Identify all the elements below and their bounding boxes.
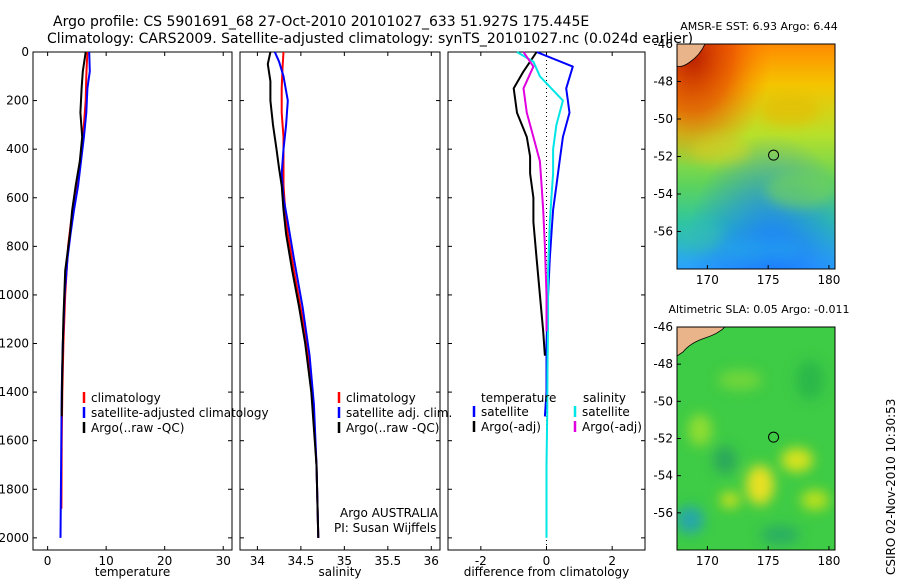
y-tick-label: -46 bbox=[653, 37, 673, 51]
series-line-sal-satellite bbox=[516, 51, 564, 538]
legend-title-salinity: salinity bbox=[583, 391, 626, 405]
note-pi: PI: Susan Wijffels bbox=[334, 521, 436, 535]
y-tick-label: 0 bbox=[21, 45, 29, 59]
x-tick-label: 30 bbox=[216, 554, 231, 568]
note-argo-australia: Argo AUSTRALIA bbox=[340, 506, 439, 520]
series-line-temp-argo-adj- bbox=[512, 51, 546, 356]
axes-frame bbox=[32, 51, 233, 551]
x-tick-label: 175 bbox=[757, 554, 780, 568]
panel-salinity: 34 34.5 35 35.5 36 salinity bbox=[239, 51, 441, 579]
series-line-temp-satellite bbox=[536, 51, 574, 417]
x-tick-label: 0 bbox=[44, 554, 52, 568]
x-tick-label: 36 bbox=[424, 554, 439, 568]
legend-entry: climatology bbox=[91, 391, 161, 405]
series-line-argo-raw-qc- bbox=[60, 51, 87, 417]
y-tick-label: -50 bbox=[653, 394, 673, 408]
series-line-sal-argo-adj- bbox=[522, 51, 548, 332]
y-tick-label: -52 bbox=[653, 432, 673, 446]
legend-entry: satellite bbox=[481, 405, 529, 419]
x-axis-label: salinity bbox=[318, 565, 361, 579]
sst-land bbox=[677, 44, 706, 67]
y-tick-label: -48 bbox=[653, 357, 673, 371]
y-tick-label: 1200 bbox=[0, 337, 29, 351]
x-tick-label: 10 bbox=[99, 554, 114, 568]
sla-land bbox=[677, 327, 726, 357]
y-tick-label: -54 bbox=[653, 469, 673, 483]
x-axis-label: temperature bbox=[95, 565, 170, 579]
legend-entry: satellite bbox=[582, 405, 630, 419]
axes-frame bbox=[239, 51, 441, 551]
page-title-line2: Climatology: CARS2009. Satellite-adjuste… bbox=[47, 31, 694, 47]
panel-temperature: 0 10 20 30 0 200 400 600 800 1000 1200 1400 1600 1800… bbox=[0, 45, 233, 579]
y-tick-label: -48 bbox=[653, 75, 673, 89]
x-axis-label: difference from climatology bbox=[464, 565, 630, 579]
y-tick-label: -56 bbox=[653, 506, 673, 520]
map-title: AMSR-E SST: 6.93 Argo: 6.44 bbox=[680, 20, 838, 33]
legend-entry: Argo(..raw -QC) bbox=[91, 421, 184, 435]
legend-title-temperature: temperature bbox=[481, 391, 556, 405]
y-tick-label: -46 bbox=[653, 320, 673, 334]
legend-entry: satellite-adjusted climatology bbox=[91, 406, 269, 420]
y-tick-label: 1600 bbox=[0, 434, 29, 448]
legend-entry: climatology bbox=[346, 391, 416, 405]
map-title: Altimetric SLA: 0.05 Argo: -0.011 bbox=[669, 303, 850, 316]
y-tick-label: 1800 bbox=[0, 482, 29, 496]
x-tick-label: 170 bbox=[696, 273, 719, 287]
page-title-line1: Argo profile: CS 5901691_68 27-Oct-2010 … bbox=[53, 14, 590, 30]
axes-sla_map: Altimetric SLA: 0.05 Argo: -0.011 170 175 1… bbox=[653, 303, 849, 568]
x-tick-label: 180 bbox=[817, 273, 840, 287]
legend-entry: Argo(-adj) bbox=[481, 420, 541, 434]
sst-map bbox=[677, 44, 835, 269]
x-tick-label: 34.5 bbox=[288, 554, 315, 568]
x-tick-label: 180 bbox=[817, 554, 840, 568]
x-tick-label: 170 bbox=[696, 554, 719, 568]
argo-position-marker bbox=[768, 149, 780, 161]
x-tick-label: 35.5 bbox=[374, 554, 401, 568]
x-tick-label: 0 bbox=[543, 554, 551, 568]
y-tick-label: 1000 bbox=[0, 288, 29, 302]
y-tick-label: -52 bbox=[653, 150, 673, 164]
y-tick-label: -50 bbox=[653, 112, 673, 126]
legend-entry: satellite adj. clim. bbox=[346, 406, 452, 420]
x-tick-label: 20 bbox=[157, 554, 172, 568]
y-tick-label: 600 bbox=[6, 191, 29, 205]
sst-texture bbox=[678, 94, 834, 262]
y-tick-label: 1400 bbox=[0, 385, 29, 399]
x-tick-label: -2 bbox=[475, 554, 487, 568]
x-tick-label: 175 bbox=[757, 273, 780, 287]
legend-entry: Argo(..raw -QC) bbox=[346, 421, 439, 435]
sla-texture bbox=[677, 360, 829, 545]
argo-position-marker bbox=[768, 431, 780, 443]
y-tick-label: 400 bbox=[6, 142, 29, 156]
side-timestamp: CSIRO 02-Nov-2010 10:30:53 bbox=[884, 398, 898, 575]
sla-map bbox=[677, 327, 835, 550]
y-tick-label: 2000 bbox=[0, 531, 29, 545]
series-line-argo-raw-qc- bbox=[266, 51, 320, 538]
x-tick-label: 34 bbox=[250, 554, 265, 568]
legend-entry: Argo(-adj) bbox=[582, 420, 642, 434]
y-tick-label: 200 bbox=[6, 94, 29, 108]
x-tick-label: 2 bbox=[608, 554, 616, 568]
y-tick-label: -54 bbox=[653, 187, 673, 201]
y-tick-label: -56 bbox=[653, 225, 673, 239]
y-tick-label: 800 bbox=[6, 239, 29, 253]
x-tick-label: 35 bbox=[337, 554, 352, 568]
axes-sst_map: AMSR-E SST: 6.93 Argo: 6.44 170 175 180 -46 -… bbox=[653, 20, 840, 287]
